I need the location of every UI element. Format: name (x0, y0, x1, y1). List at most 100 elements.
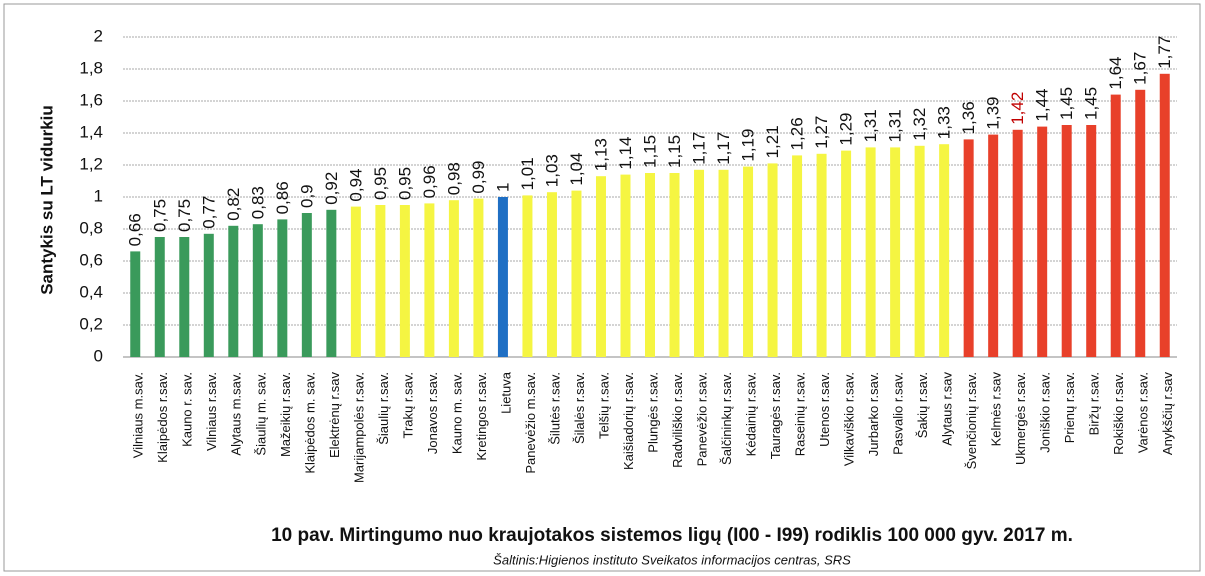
value-label: 1,03 (542, 154, 561, 187)
x-tick-label: Trakų r.sav. (400, 372, 415, 438)
value-label: 1 (493, 183, 512, 192)
x-tick-label: Kėdainių r.sav. (743, 372, 758, 456)
y-tick-label: 1,8 (79, 58, 103, 77)
y-tick-label: 2 (94, 26, 103, 45)
x-tick-label: Vilniaus m.sav. (131, 372, 146, 458)
x-tick-label: Vilniaus r.sav. (204, 372, 219, 451)
value-label: 0,75 (175, 199, 194, 232)
bar (1061, 125, 1072, 357)
value-label: 0,92 (322, 172, 341, 205)
bar (571, 190, 582, 357)
value-label: 1,17 (690, 132, 709, 165)
value-label: 0,77 (199, 196, 218, 229)
value-label: 0,96 (420, 165, 439, 198)
x-tick-label: Mažeikių r.sav. (278, 372, 293, 457)
x-tick-label: Alytaus r.sav (940, 372, 955, 446)
value-label: 1,31 (886, 109, 905, 142)
value-label: 0,82 (224, 188, 243, 221)
x-tick-label: Šilutės r.sav. (547, 372, 562, 445)
x-tick-label: Telšių r.sav. (596, 372, 611, 439)
bar (1135, 89, 1146, 358)
bar (399, 205, 410, 357)
x-tick-label: Ukmergės r.sav. (1013, 372, 1028, 465)
bar (890, 147, 901, 357)
bar (1159, 73, 1170, 358)
value-label: 0,86 (273, 181, 292, 214)
bar (179, 237, 190, 357)
x-tick-label: Klaipėdos r.sav. (155, 372, 170, 463)
value-label: 1,45 (1082, 87, 1101, 120)
value-label: 1,45 (1057, 87, 1076, 120)
bar (865, 147, 876, 357)
x-tick-label: Švenčionių r.sav. (964, 372, 979, 469)
bar (694, 169, 705, 357)
bar (326, 209, 337, 357)
x-tick-label: Panevėžio r.sav. (694, 372, 709, 466)
value-label: 1,44 (1033, 89, 1052, 122)
value-label: 0,9 (297, 184, 316, 208)
value-label: 1,31 (861, 109, 880, 142)
x-tick-label: Elektrėnų r.sav (327, 372, 342, 458)
x-tick-label: Plungės r.sav. (645, 372, 660, 453)
x-tick-label: Šakių r.sav. (915, 372, 930, 438)
value-label: 1,17 (714, 132, 733, 165)
x-tick-label: Kaišiadorių r.sav. (621, 372, 636, 470)
bar (841, 150, 852, 357)
bar (595, 176, 606, 357)
bar (277, 219, 288, 357)
value-label: 1,39 (984, 97, 1003, 130)
bar (252, 224, 263, 357)
value-label: 1,33 (935, 106, 954, 139)
bar (669, 173, 680, 357)
bar (350, 206, 361, 357)
bar (963, 139, 974, 357)
value-label: 1,15 (640, 135, 659, 168)
bar (767, 163, 778, 357)
x-tick-label: Panevėžio m.sav. (523, 372, 538, 474)
y-tick-label: 0,2 (79, 314, 103, 333)
x-tick-label: Alytaus m.sav. (229, 372, 244, 456)
bar (473, 198, 484, 357)
value-label: 0,95 (395, 167, 414, 200)
bar (988, 134, 999, 357)
bar (228, 225, 239, 357)
bar (375, 205, 386, 357)
bar (645, 173, 655, 357)
x-tick-label: Tauragės r.sav. (768, 372, 783, 459)
bar (816, 153, 827, 357)
x-tick-label: Radviliškio r.sav. (670, 372, 685, 468)
bar (1110, 94, 1121, 357)
x-tick-label: Rokiškio r.sav. (1111, 372, 1126, 455)
x-tick-label: Pasvalio r.sav. (891, 372, 906, 455)
x-tick-label: Utenos r.sav. (817, 372, 832, 447)
value-label: 1,64 (1106, 57, 1125, 90)
value-label: 1,67 (1131, 52, 1150, 85)
value-label: 1,19 (739, 129, 758, 162)
value-label: 0,98 (444, 162, 463, 195)
bar (546, 192, 557, 357)
y-tick-label: 0,4 (79, 282, 103, 301)
value-label: 1,21 (763, 125, 782, 158)
bar (130, 251, 141, 357)
y-tick-label: 1,4 (79, 122, 103, 141)
value-label: 0,83 (248, 186, 267, 219)
bar (1012, 129, 1023, 357)
x-tick-label: Šiaulių m. sav. (253, 372, 268, 456)
y-tick-label: 0 (94, 346, 103, 365)
y-tick-label: 1 (94, 186, 103, 205)
value-label: 1,77 (1155, 36, 1174, 69)
x-tick-label: Jonavos r.sav. (425, 372, 440, 454)
value-label: 1,29 (837, 113, 856, 146)
x-tick-label: Lietuva (498, 371, 513, 414)
x-tick-label: Kelmės r.sav (989, 372, 1004, 447)
bar (424, 203, 435, 357)
bar (1037, 126, 1048, 357)
value-label: 1,32 (910, 108, 929, 141)
value-label: 0,95 (371, 167, 390, 200)
bar (620, 174, 631, 357)
bar (154, 237, 165, 357)
value-label: 1,27 (812, 116, 831, 149)
value-label: 1,14 (616, 137, 635, 170)
x-tick-label: Jurbarko r.sav. (866, 372, 881, 456)
